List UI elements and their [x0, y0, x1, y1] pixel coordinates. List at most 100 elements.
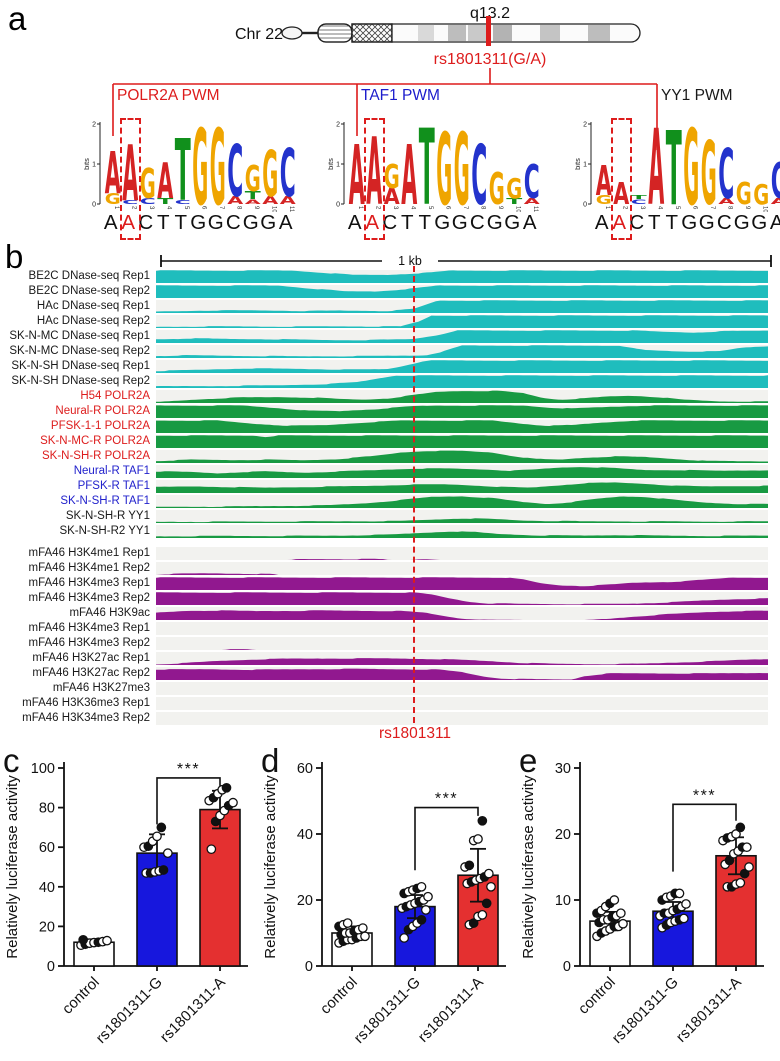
genome-track-row: SK-N-SH DNase-seq Rep2: [0, 375, 768, 390]
y-tick-label: 10: [555, 893, 571, 909]
logo-letter-C: C: [140, 196, 156, 206]
track-label: PFSK-1-1 POLR2A: [50, 420, 150, 432]
genome-track-row: mFA46 H3K4me1 Rep2: [0, 562, 768, 577]
genome-track-row: mFA46 H3K34me3 Rep2: [0, 712, 768, 727]
bits-axis-label: bits: [575, 158, 582, 170]
y-tick-label: 20: [297, 893, 313, 909]
track-label: SK-N-SH DNase-seq Rep2: [11, 375, 150, 387]
y-tick-label: 40: [39, 880, 55, 896]
logo-position-number: 6: [444, 206, 450, 210]
bar-rs1801311-A: [199, 808, 241, 967]
logo-letter-G: G: [436, 116, 452, 212]
scatter-points: [334, 815, 496, 948]
logo-letter-C: C: [227, 131, 243, 212]
track-label: mFA46 H3K27ac Rep1: [32, 652, 150, 664]
logo-letter-G: G: [683, 116, 699, 212]
logo-position-number: 2: [130, 206, 136, 210]
sequence-letter: T: [647, 211, 661, 234]
logo-position-number: 11: [779, 206, 780, 212]
genome-track-row: mFA46 H3K27ac Rep2: [0, 667, 768, 682]
logo-position-number: 9: [497, 206, 503, 210]
track-signal: [156, 607, 768, 620]
significance-bracket: ***: [414, 791, 479, 871]
genome-track-row: mFA46 H3K27me3: [0, 682, 768, 697]
sequence-letter: T: [156, 211, 170, 234]
y-axis-title: Relatively luciferase activity: [520, 775, 537, 959]
sequence-letter: T: [418, 211, 432, 234]
track-label: mFA46 H3K27ac Rep2: [32, 667, 150, 679]
scatter-points: [76, 782, 238, 951]
logo-letter-G: G: [454, 116, 470, 212]
track-signal: [156, 375, 768, 388]
genome-track-row: HAc DNase-seq Rep2: [0, 315, 768, 330]
sequence-letter: C: [629, 211, 645, 234]
logo-position-number: 9: [744, 206, 750, 210]
logo-position-number: 10: [514, 206, 520, 212]
sequence-letter: C: [382, 211, 398, 234]
sequence-letter: A: [103, 211, 118, 234]
track-signal: [156, 345, 768, 358]
yy1-pwm-title: YY1 PWM: [661, 87, 732, 104]
sequence-letter: A: [612, 211, 627, 234]
track-signal: [156, 637, 768, 650]
genome-track-row: mFA46 H3K4me1 Rep1: [0, 547, 768, 562]
sequence-letter: C: [138, 211, 154, 234]
logo-position-number: 8: [235, 206, 241, 210]
pwm-connector-lines: [112, 68, 658, 150]
logo-position-number: 7: [218, 206, 224, 210]
band-label: q13.2: [470, 5, 510, 22]
x-tick-label: rs1801311-G: [351, 974, 424, 1047]
track-signal: [156, 360, 768, 373]
track-signal: [156, 697, 768, 710]
luciferase-bar-chart: 0 20 40 60 80 100 Relatively luciferase activi…: [4, 761, 248, 1047]
logo-letter-T: T: [506, 196, 523, 206]
logo-letter-A: A: [596, 157, 612, 205]
bits-tick-label: 2: [336, 122, 340, 129]
luciferase-bar-chart: 0 10 20 30 Relatively luciferase activity con…: [520, 761, 764, 1047]
y-tick-label: 0: [305, 959, 313, 975]
logo-letter-G: G: [506, 173, 522, 205]
panel-d-letter: d: [261, 742, 280, 779]
sequence-letter: C: [225, 211, 241, 234]
sequence-letter: A: [121, 211, 136, 234]
track-signal: [156, 285, 768, 298]
track-label: SK-N-SH DNase-seq Rep1: [11, 360, 150, 372]
bits-tick-label: 0: [336, 202, 340, 209]
logo-letter-A: A: [349, 128, 365, 212]
logo-position-number: 8: [726, 206, 732, 210]
track-label: mFA46 H3K4me1 Rep1: [28, 547, 150, 559]
genome-track-row: PFSK-R TAF1: [0, 480, 768, 495]
logo-letter-G: G: [753, 179, 769, 211]
logo-position-number: 3: [148, 206, 154, 210]
track-label: SK-N-MC DNase-seq Rep2: [9, 345, 150, 357]
logo-position-number: 1: [604, 206, 610, 210]
logo-letter-A: A: [280, 194, 297, 207]
y-tick-label: 0: [563, 959, 571, 975]
sequence-letter: T: [665, 211, 679, 234]
logo-letter-C: C: [280, 136, 296, 212]
significance-bracket: ***: [672, 787, 737, 872]
logo-letter-C: C: [471, 128, 487, 212]
logo-letter-C: C: [631, 198, 647, 206]
track-label: mFA46 H3K4me3 Rep1: [28, 622, 150, 634]
track-signal: [156, 510, 768, 523]
track-label: Neural-R TAF1: [73, 465, 150, 477]
sequence-letter: A: [769, 211, 780, 234]
track-label: HAc DNase-seq Rep1: [36, 300, 150, 312]
track-label: Neural-R POLR2A: [55, 405, 150, 417]
genome-track-row: BE2C DNase-seq Rep2: [0, 285, 768, 300]
bits-axis-label: bits: [84, 158, 91, 170]
logo-position-number: 6: [691, 206, 697, 210]
chromosome-diagram: q13.2 Chr 22 rs1801311(G/A) POLR2A PWM T…: [112, 5, 732, 150]
track-signal: [156, 525, 768, 538]
logo-letter-A: A: [122, 130, 138, 212]
track-signal: [156, 465, 768, 478]
logo-letter-A: A: [227, 194, 244, 207]
logo-position-number: 8: [479, 206, 485, 210]
logo-position-number: 2: [374, 206, 380, 210]
x-tick-label: control: [59, 974, 103, 1018]
